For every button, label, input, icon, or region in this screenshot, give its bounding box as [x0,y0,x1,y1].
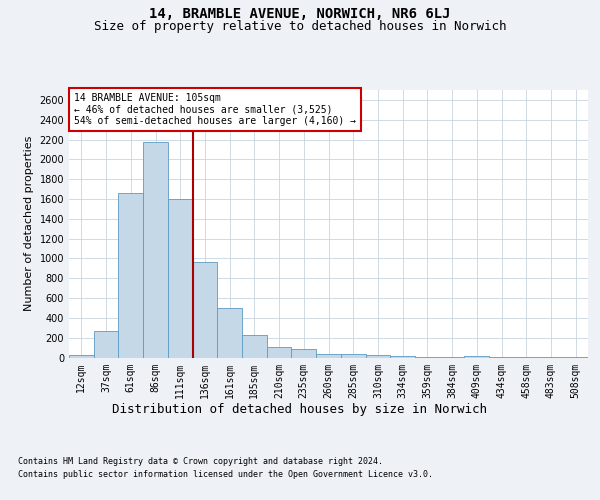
Text: Contains HM Land Registry data © Crown copyright and database right 2024.: Contains HM Land Registry data © Crown c… [18,458,383,466]
Y-axis label: Number of detached properties: Number of detached properties [24,136,34,312]
Bar [69,355,94,358]
Bar [242,334,267,357]
Bar [193,262,217,358]
Bar [316,354,341,358]
Bar [217,308,242,358]
Text: 14 BRAMBLE AVENUE: 105sqm
← 46% of detached houses are smaller (3,525)
54% of se: 14 BRAMBLE AVENUE: 105sqm ← 46% of detac… [74,92,356,126]
Text: 14, BRAMBLE AVENUE, NORWICH, NR6 6LJ: 14, BRAMBLE AVENUE, NORWICH, NR6 6LJ [149,8,451,22]
Bar [118,193,143,358]
Bar [539,356,563,358]
Text: Size of property relative to detached houses in Norwich: Size of property relative to detached ho… [94,20,506,33]
Bar [143,142,168,358]
Bar [168,199,193,358]
Bar [415,356,440,358]
Bar [341,354,365,358]
Bar [292,348,316,358]
Text: Contains public sector information licensed under the Open Government Licence v3: Contains public sector information licen… [18,470,433,479]
Bar [464,356,489,358]
Bar [94,331,118,357]
Text: Distribution of detached houses by size in Norwich: Distribution of detached houses by size … [113,402,487,415]
Bar [267,346,292,358]
Bar [390,356,415,358]
Bar [365,355,390,358]
